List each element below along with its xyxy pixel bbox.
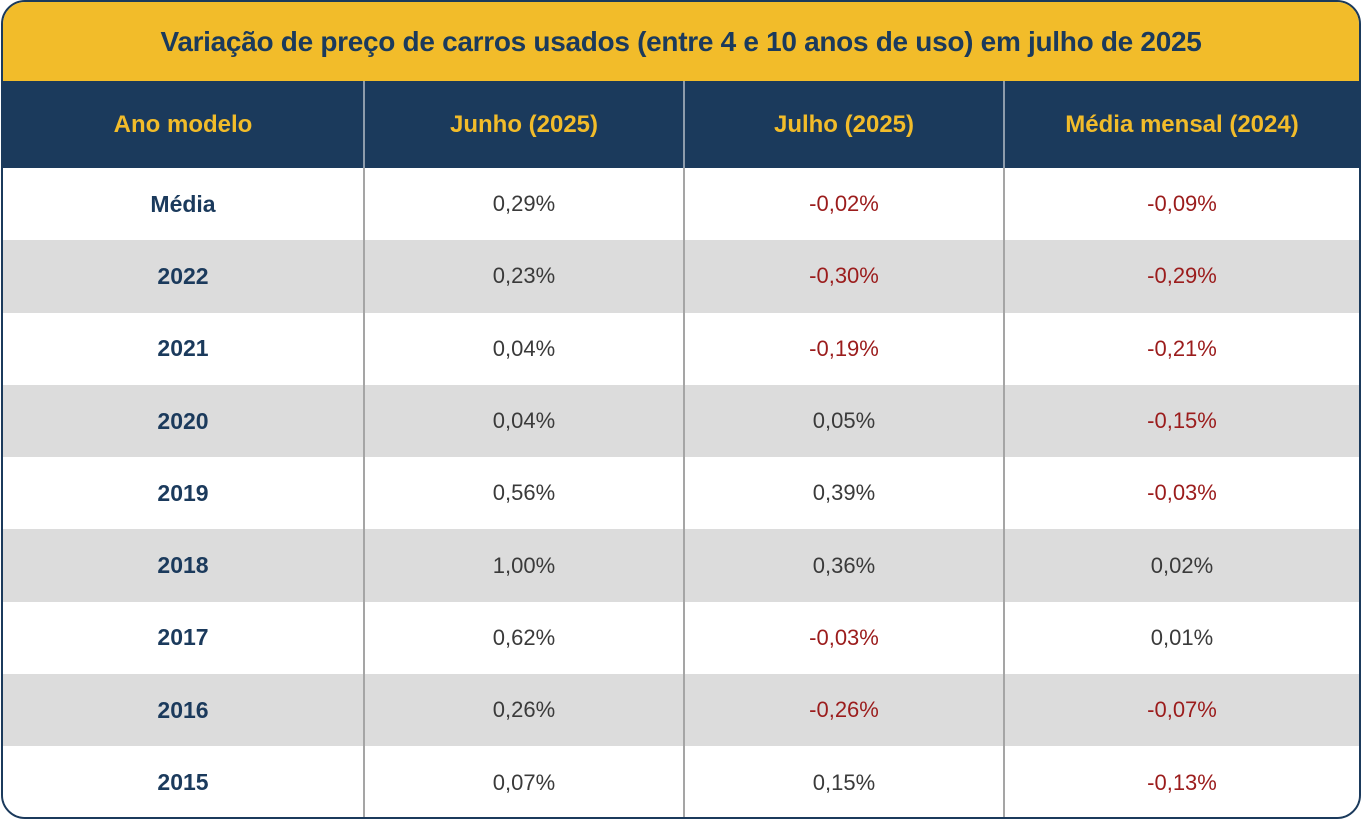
cell-ano-modelo: 2017 [157, 624, 209, 651]
header-junho-2025: Junho (2025) [363, 81, 684, 168]
cell-media-mensal-2024: -0,15% [1003, 384, 1359, 458]
cell-junho-2025: 0,26% [363, 674, 684, 747]
cell-julho-2025: 0,39% [683, 457, 1004, 530]
table-title: Variação de preço de carros usados (entr… [160, 25, 1202, 57]
cell-ano-modelo: 2016 [157, 696, 209, 723]
table-row: Média 0,29% -0,02% -0,09% [3, 168, 1359, 241]
cell-junho-2025: 0,62% [363, 601, 684, 675]
table-row: 2022 0,23% -0,30% -0,29% [3, 240, 1359, 313]
cell-media-mensal-2024: -0,03% [1003, 457, 1359, 530]
header-media-mensal-2024: Média mensal (2024) [1003, 81, 1359, 168]
cell-ano-modelo: Média [150, 190, 216, 217]
cell-media-mensal-2024: -0,13% [1003, 746, 1359, 817]
cell-julho-2025: -0,02% [683, 168, 1004, 241]
cell-junho-2025: 0,23% [363, 240, 684, 313]
table-row: 2018 1,00% 0,36% 0,02% [3, 529, 1359, 602]
table-row: 2020 0,04% 0,05% -0,15% [3, 384, 1359, 458]
header-row: Ano modelo Junho (2025) Julho (2025) Méd… [3, 81, 1359, 168]
cell-julho-2025: 0,15% [683, 746, 1004, 817]
price-variation-table: Ano modelo Junho (2025) Julho (2025) Méd… [3, 81, 1359, 817]
cell-ano-modelo: 2018 [157, 552, 209, 579]
cell-media-mensal-2024: -0,29% [1003, 240, 1359, 313]
table-row: 2019 0,56% 0,39% -0,03% [3, 457, 1359, 530]
cell-junho-2025: 0,04% [363, 312, 684, 385]
table-row: 2017 0,62% -0,03% 0,01% [3, 601, 1359, 675]
cell-media-mensal-2024: -0,09% [1003, 168, 1359, 241]
cell-julho-2025: 0,05% [683, 384, 1004, 458]
table-body: Média 0,29% -0,02% -0,09% 2022 0,23% -0,30% -0,… [3, 168, 1359, 817]
cell-ano-modelo: 2019 [157, 479, 209, 506]
cell-junho-2025: 0,04% [363, 384, 684, 458]
cell-julho-2025: -0,19% [683, 312, 1004, 385]
cell-julho-2025: -0,30% [683, 240, 1004, 313]
table-row: 2016 0,26% -0,26% -0,07% [3, 674, 1359, 747]
header-julho-2025: Julho (2025) [683, 81, 1004, 168]
header-ano-modelo: Ano modelo [113, 110, 253, 138]
cell-julho-2025: -0,26% [683, 674, 1004, 747]
cell-ano-modelo: 2022 [157, 262, 209, 289]
cell-ano-modelo: 2015 [157, 769, 209, 796]
cell-ano-modelo: 2020 [157, 407, 209, 434]
cell-junho-2025: 0,07% [363, 746, 684, 817]
cell-media-mensal-2024: 0,02% [1003, 529, 1359, 602]
cell-junho-2025: 0,29% [363, 168, 684, 241]
table-row: 2015 0,07% 0,15% -0,13% [3, 746, 1359, 817]
cell-ano-modelo: 2021 [157, 335, 209, 362]
cell-junho-2025: 0,56% [363, 457, 684, 530]
title-bar: Variação de preço de carros usados (entr… [3, 2, 1359, 81]
cell-media-mensal-2024: -0,07% [1003, 674, 1359, 747]
table-header: Ano modelo Junho (2025) Julho (2025) Méd… [3, 81, 1359, 168]
table-row: 2021 0,04% -0,19% -0,21% [3, 312, 1359, 385]
cell-media-mensal-2024: 0,01% [1003, 601, 1359, 675]
cell-julho-2025: -0,03% [683, 601, 1004, 675]
cell-media-mensal-2024: -0,21% [1003, 312, 1359, 385]
cell-junho-2025: 1,00% [363, 529, 684, 602]
cell-julho-2025: 0,36% [683, 529, 1004, 602]
